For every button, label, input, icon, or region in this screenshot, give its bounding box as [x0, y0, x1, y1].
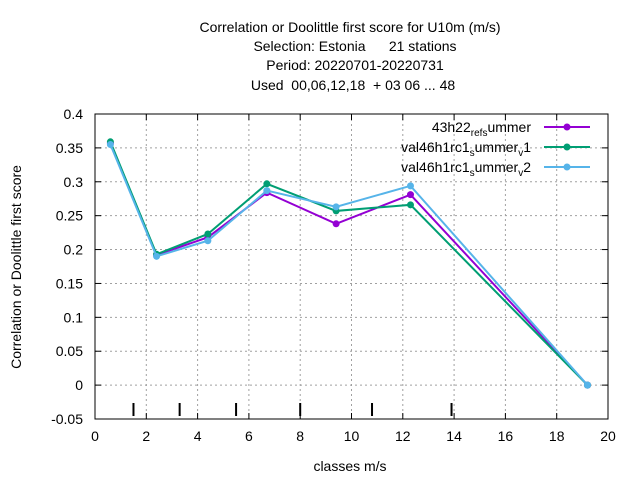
x-tick-label: 14 [446, 428, 462, 444]
y-tick-label: 0.25 [56, 208, 83, 224]
plot-frame [94, 113, 609, 420]
x-tick-label: 6 [245, 428, 253, 444]
series-point [204, 230, 212, 238]
title-line-2: Selection: Estonia 21 stations [253, 38, 456, 54]
series-point [406, 182, 414, 190]
x-tick-label: 0 [91, 428, 99, 444]
x-tick-label: 20 [600, 428, 616, 444]
y-tick-label: 0.4 [64, 106, 84, 122]
series-point [204, 237, 212, 245]
series-point [153, 252, 161, 260]
x-tick-label: 10 [344, 428, 360, 444]
series-point [332, 203, 340, 211]
title-line-3: Period: 20220701-20220731 [266, 57, 444, 73]
series-point [332, 220, 340, 228]
series-point [106, 141, 114, 148]
y-tick-label: 0.3 [64, 174, 84, 190]
legend: 43h22refsummerval46h1rc1summerv1val46h1r… [401, 119, 590, 179]
x-tick-label: 18 [549, 428, 565, 444]
title-line-4: Used 00,06,12,18 + 03 06 ... 48 [251, 77, 456, 93]
series-line-1 [109, 142, 589, 386]
x-axis-label: classes m/s [313, 458, 386, 474]
y-tick-label: 0.05 [56, 343, 83, 359]
x-tick-label: 4 [194, 428, 202, 444]
y-tick-label: -0.05 [51, 411, 83, 427]
legend-swatch-point [563, 123, 571, 131]
legend-label-1: 43h22refsummer [432, 119, 532, 139]
series-point [583, 381, 591, 389]
class-boundary-marks [132, 403, 453, 416]
series-line-3 [109, 144, 589, 386]
y-tick-label: 0.15 [56, 275, 83, 291]
title-line-1: Correlation or Doolittle first score for… [199, 19, 500, 35]
legend-swatch-point [563, 163, 571, 171]
y-tick-label: 0.2 [64, 242, 84, 258]
x-tick-label: 2 [142, 428, 150, 444]
grid [95, 114, 608, 419]
series-line-2 [109, 141, 589, 386]
chart-title: Correlation or Doolittle first score for… [199, 19, 500, 93]
tick-labels: 0 2 4 6 8 10 12 14 16 18 20 -0.05 0 0.05 0.1 0.15 0.2 0.2… [51, 106, 616, 444]
legend-swatch-point [563, 143, 571, 151]
legend-label-2: val46h1rc1summerv1 [401, 139, 531, 159]
x-tick-label: 12 [395, 428, 411, 444]
y-tick-label: 0 [75, 377, 83, 393]
series-point [406, 201, 414, 209]
series-point [263, 180, 271, 188]
series-point [263, 187, 271, 195]
series-group [106, 138, 591, 389]
y-axis-label: Correlation or Doolittle first score [8, 165, 24, 369]
axes [94, 113, 609, 420]
x-tick-label: 8 [296, 428, 304, 444]
series-point [406, 191, 414, 199]
legend-label-3: val46h1rc1summerv2 [401, 159, 531, 179]
y-tick-label: 0.1 [64, 309, 84, 325]
x-tick-label: 16 [498, 428, 514, 444]
y-tick-label: 0.35 [56, 140, 83, 156]
